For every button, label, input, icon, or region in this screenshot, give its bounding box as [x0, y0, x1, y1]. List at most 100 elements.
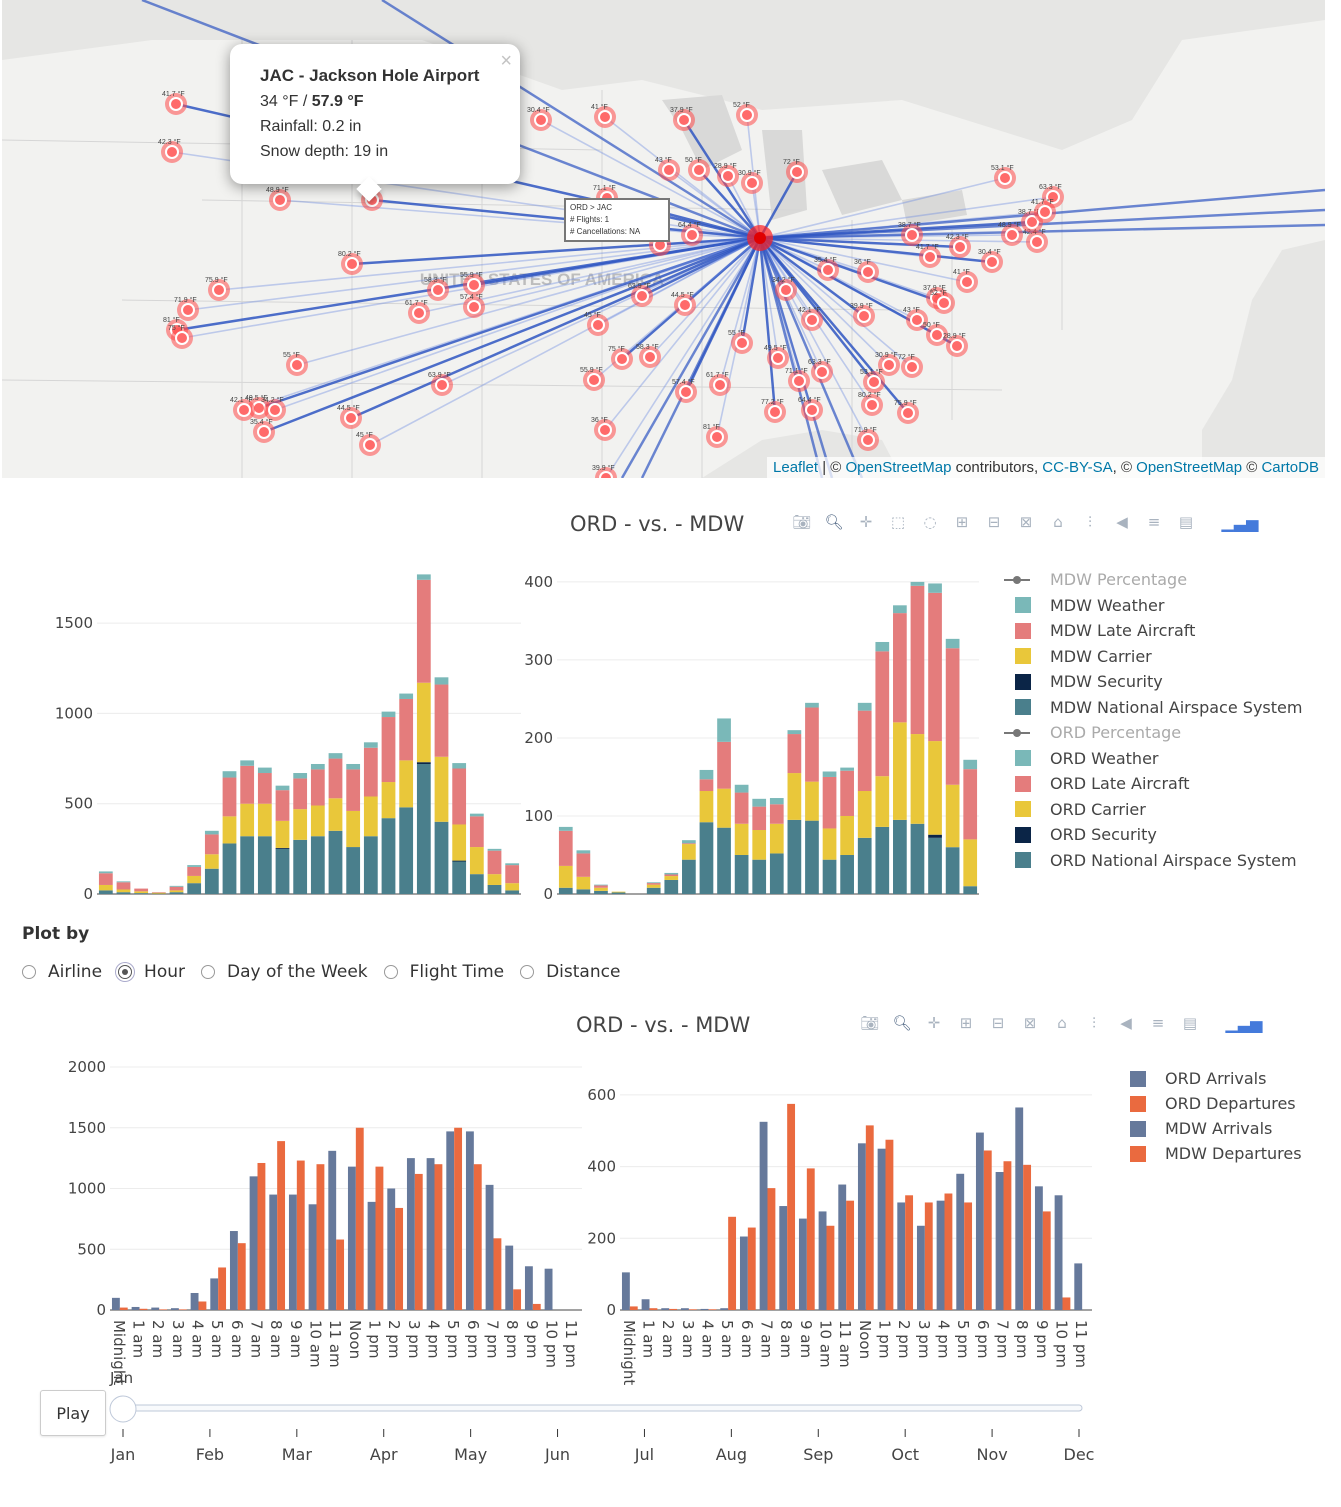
cc-by-sa-link[interactable]: CC-BY-SA: [1042, 459, 1113, 476]
airport-marker-dot[interactable]: [175, 331, 189, 345]
airport-marker-dot[interactable]: [771, 351, 785, 365]
bar-ord-arrivals[interactable]: [544, 1268, 553, 1310]
airport-marker[interactable]: 44.5 °F: [337, 404, 362, 429]
airport-marker[interactable]: 42.3 °F: [158, 138, 183, 163]
bar-ord-carrier[interactable]: [328, 798, 343, 831]
plot-by-option-distance[interactable]: Distance: [520, 962, 620, 982]
bar-ord-carrier[interactable]: [169, 890, 184, 893]
bar-ord-weather[interactable]: [293, 773, 308, 779]
bar-ord-departures[interactable]: [414, 1173, 423, 1310]
zoom-out-icon[interactable]: ⊟: [991, 1014, 1005, 1032]
plot-by-option-airline[interactable]: Airline: [22, 962, 102, 982]
slider-handle[interactable]: [109, 1395, 137, 1423]
bar-mdw-late-aircraft[interactable]: [787, 734, 802, 774]
route-line[interactable]: [274, 237, 761, 411]
bar-mdw-arrivals[interactable]: [641, 1299, 650, 1310]
bar-mdw-weather[interactable]: [857, 702, 872, 711]
bar-ord-weather[interactable]: [416, 574, 431, 580]
slider-month-label[interactable]: Apr: [370, 1445, 398, 1464]
airport-marker-dot[interactable]: [930, 328, 944, 342]
route-line[interactable]: [258, 236, 761, 410]
airport-marker[interactable]: 71.9 °F: [854, 426, 879, 451]
bar-ord-arrivals[interactable]: [151, 1307, 160, 1310]
bar-mdw-national-airspace-system[interactable]: [893, 819, 907, 894]
plot-by-option-hour[interactable]: Hour: [118, 962, 185, 982]
bar-ord-national-airspace-system[interactable]: [399, 807, 414, 894]
bar-mdw-arrivals[interactable]: [838, 1184, 847, 1310]
route-line[interactable]: [759, 237, 869, 441]
bar-ord-arrivals[interactable]: [190, 1292, 199, 1310]
route-line[interactable]: [605, 237, 761, 478]
bar-mdw-weather[interactable]: [787, 730, 802, 735]
hub-marker[interactable]: [747, 225, 773, 251]
chart1-legend[interactable]: MDW Percentage MDW Weather MDW Late Aircra…: [1003, 567, 1302, 873]
airport-marker-dot[interactable]: [662, 163, 676, 177]
play-button[interactable]: Play: [40, 1390, 106, 1436]
bar-mdw-arrivals[interactable]: [700, 1308, 709, 1310]
bar-ord-national-airspace-system[interactable]: [257, 836, 272, 894]
bar-mdw-late-aircraft[interactable]: [857, 710, 872, 792]
airport-marker-dot[interactable]: [599, 471, 613, 478]
bar-ord-carrier[interactable]: [134, 891, 149, 894]
airport-marker[interactable]: 72 °F: [898, 353, 923, 378]
bar-ord-late-aircraft[interactable]: [434, 684, 449, 757]
airport-marker[interactable]: 50 °F: [923, 321, 948, 346]
bar-ord-arrivals[interactable]: [465, 1131, 474, 1310]
route-line[interactable]: [759, 223, 1325, 240]
airport-marker[interactable]: 72 °F: [783, 158, 808, 183]
bar-ord-carrier[interactable]: [293, 809, 308, 840]
map[interactable]: UNITED STATES OF AMERICA 41.7 °F 42.3 °F 48…: [2, 0, 1325, 478]
bar-ord-departures[interactable]: [395, 1207, 404, 1310]
legend-item[interactable]: MDW Carrier: [1003, 644, 1302, 670]
radio-circle-icon[interactable]: [118, 965, 133, 979]
bar-ord-late-aircraft[interactable]: [487, 850, 502, 875]
airport-marker[interactable]: 28.9 °F: [714, 162, 739, 187]
bar-mdw-weather[interactable]: [963, 759, 978, 770]
airport-marker-dot[interactable]: [721, 169, 735, 183]
route-line[interactable]: [604, 116, 761, 239]
bar-mdw-late-aircraft[interactable]: [840, 770, 854, 816]
airport-marker[interactable]: 30.4 °F: [527, 106, 552, 131]
bar-mdw-arrivals[interactable]: [1034, 1186, 1043, 1310]
airport-marker[interactable]: 63.9 °F: [628, 282, 653, 307]
zoom-icon[interactable]: 🔍︎: [824, 513, 844, 531]
bar-ord-departures[interactable]: [159, 1309, 168, 1310]
legend-item[interactable]: MDW Arrivals: [1118, 1116, 1302, 1141]
bar-mdw-departures[interactable]: [983, 1150, 992, 1310]
bar-ord-arrivals[interactable]: [229, 1231, 238, 1310]
bar-ord-late-aircraft[interactable]: [116, 882, 131, 890]
airport-marker[interactable]: 50 °F: [685, 156, 710, 181]
airport-marker-dot[interactable]: [861, 433, 875, 447]
airport-marker[interactable]: 41.7 °F: [162, 90, 187, 115]
zoom-out-icon[interactable]: ⊟: [987, 513, 1001, 531]
bar-mdw-late-aircraft[interactable]: [594, 885, 608, 888]
bar-ord-national-airspace-system[interactable]: [310, 836, 325, 894]
airport-marker[interactable]: 75 °F: [168, 324, 193, 349]
legend-item[interactable]: ORD Percentage: [1003, 720, 1302, 746]
airport-marker-dot[interactable]: [692, 163, 706, 177]
bar-ord-national-airspace-system[interactable]: [487, 884, 502, 894]
bar-mdw-late-aircraft[interactable]: [769, 804, 784, 824]
route-line[interactable]: [759, 236, 993, 264]
bar-ord-weather[interactable]: [399, 693, 414, 699]
bar-ord-arrivals[interactable]: [249, 1176, 258, 1310]
route-line[interactable]: [640, 237, 762, 478]
bar-ord-arrivals[interactable]: [269, 1194, 278, 1310]
slider-month-label[interactable]: Mar: [282, 1445, 313, 1464]
airport-marker[interactable]: 58.3 °F: [636, 343, 661, 368]
airport-marker-dot[interactable]: [710, 430, 724, 444]
bar-mdw-weather[interactable]: [594, 884, 608, 886]
airport-marker-dot[interactable]: [805, 403, 819, 417]
airport-marker[interactable]: 81 °F: [703, 423, 728, 448]
bar-mdw-national-airspace-system[interactable]: [769, 853, 784, 894]
bar-ord-national-airspace-system[interactable]: [275, 848, 290, 894]
airport-marker-dot[interactable]: [181, 303, 195, 317]
bar-mdw-weather[interactable]: [646, 882, 661, 884]
bar-mdw-national-airspace-system[interactable]: [963, 886, 978, 894]
slider-month-label[interactable]: Jan: [110, 1445, 136, 1464]
bar-mdw-carrier[interactable]: [611, 891, 626, 893]
route-line[interactable]: [759, 237, 890, 366]
bar-ord-carrier[interactable]: [116, 889, 131, 893]
hover-compare-icon[interactable]: ≡: [1147, 513, 1161, 531]
